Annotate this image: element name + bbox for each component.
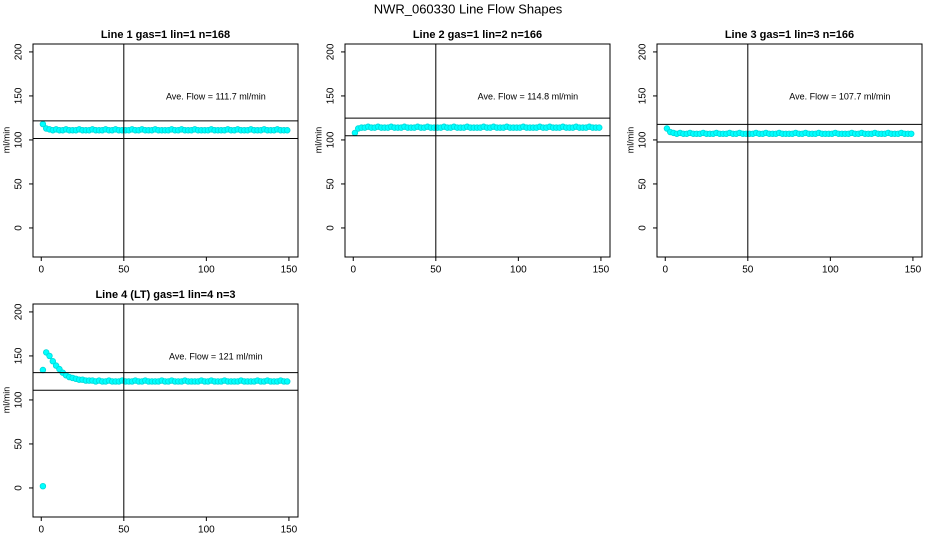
plot-frame	[32, 303, 299, 518]
x-tick-label: 100	[510, 265, 527, 276]
plot-frame	[656, 43, 923, 258]
y-tick-label: 50	[326, 178, 337, 190]
panel-title: Line 1 gas=1 lin=1 n=168	[101, 29, 230, 41]
y-tick-label: 150	[14, 347, 25, 364]
point	[46, 352, 53, 360]
y-tick-label: 100	[14, 391, 25, 408]
point	[49, 358, 57, 365]
y-tick-label: 100	[14, 131, 25, 148]
x-tick-label: 100	[198, 525, 215, 536]
y-tick-label: 150	[14, 87, 25, 104]
x-tick-label: 100	[198, 265, 215, 276]
x-tick-label: 150	[593, 265, 610, 276]
y-tick-label: 0	[638, 225, 649, 231]
panel-title: Line 2 gas=1 lin=2 n=166	[413, 29, 542, 41]
y-tick-label: 200	[14, 303, 25, 320]
y-tick-label: 150	[326, 87, 337, 104]
x-tick-label: 150	[905, 265, 922, 276]
y-tick-label: 0	[14, 225, 25, 231]
y-tick-label: 200	[14, 43, 25, 60]
y-axis-label: ml/min	[1, 387, 11, 414]
point	[596, 124, 603, 131]
annotation: Ave. Flow = 111.7 ml/min	[166, 91, 266, 101]
panel: Line 2 gas=1 lin=2 n=166 0 50 100 150 0 50 100 1…	[313, 29, 611, 276]
x-tick-label: 50	[118, 525, 130, 536]
point	[284, 127, 291, 134]
x-tick-label: 0	[350, 265, 356, 276]
y-tick-label: 50	[14, 178, 25, 190]
y-axis-label: ml/min	[1, 127, 11, 154]
plot-frame	[344, 43, 611, 258]
panel-title: Line 4 (LT) gas=1 lin=4 n=3	[95, 289, 235, 301]
plot-frame	[32, 43, 299, 258]
x-tick-label: 50	[430, 265, 442, 276]
annotation: Ave. Flow = 121 ml/min	[169, 351, 263, 361]
x-tick-label: 0	[38, 265, 44, 276]
y-tick-label: 150	[638, 87, 649, 104]
x-tick-label: 50	[118, 265, 130, 276]
y-tick-label: 50	[638, 178, 649, 190]
y-tick-label: 200	[326, 43, 337, 60]
annotation: Ave. Flow = 107.7 ml/min	[789, 91, 890, 101]
point	[284, 378, 291, 385]
panel-title: Line 3 gas=1 lin=3 n=166	[725, 29, 854, 41]
point	[39, 366, 47, 374]
y-axis-label: ml/min	[625, 127, 635, 154]
y-tick-label: 50	[14, 438, 25, 450]
panel: Line 4 (LT) gas=1 lin=4 n=3 0 50 100 150 0 50 1…	[1, 289, 299, 536]
x-tick-label: 150	[281, 525, 298, 536]
point	[908, 130, 915, 137]
point	[39, 482, 47, 490]
x-tick-label: 150	[281, 265, 298, 276]
y-tick-label: 100	[326, 131, 337, 148]
x-tick-label: 50	[742, 265, 754, 276]
panel: Line 1 gas=1 lin=1 n=168 0 50 100 150 0 50 100 1…	[1, 29, 299, 276]
y-axis-label: ml/min	[313, 127, 323, 154]
annotation: Ave. Flow = 114.8 ml/min	[478, 91, 578, 101]
x-tick-label: 0	[38, 525, 44, 536]
y-tick-label: 0	[14, 485, 25, 491]
y-tick-label: 0	[326, 225, 337, 231]
y-tick-label: 100	[638, 131, 649, 148]
x-tick-label: 0	[662, 265, 668, 276]
y-tick-label: 200	[638, 43, 649, 60]
x-tick-label: 100	[822, 265, 839, 276]
page-title: NWR_060330 Line Flow Shapes	[374, 1, 563, 16]
panel: Line 3 gas=1 lin=3 n=166 0 50 100 150 0 50 100 1…	[625, 29, 923, 276]
